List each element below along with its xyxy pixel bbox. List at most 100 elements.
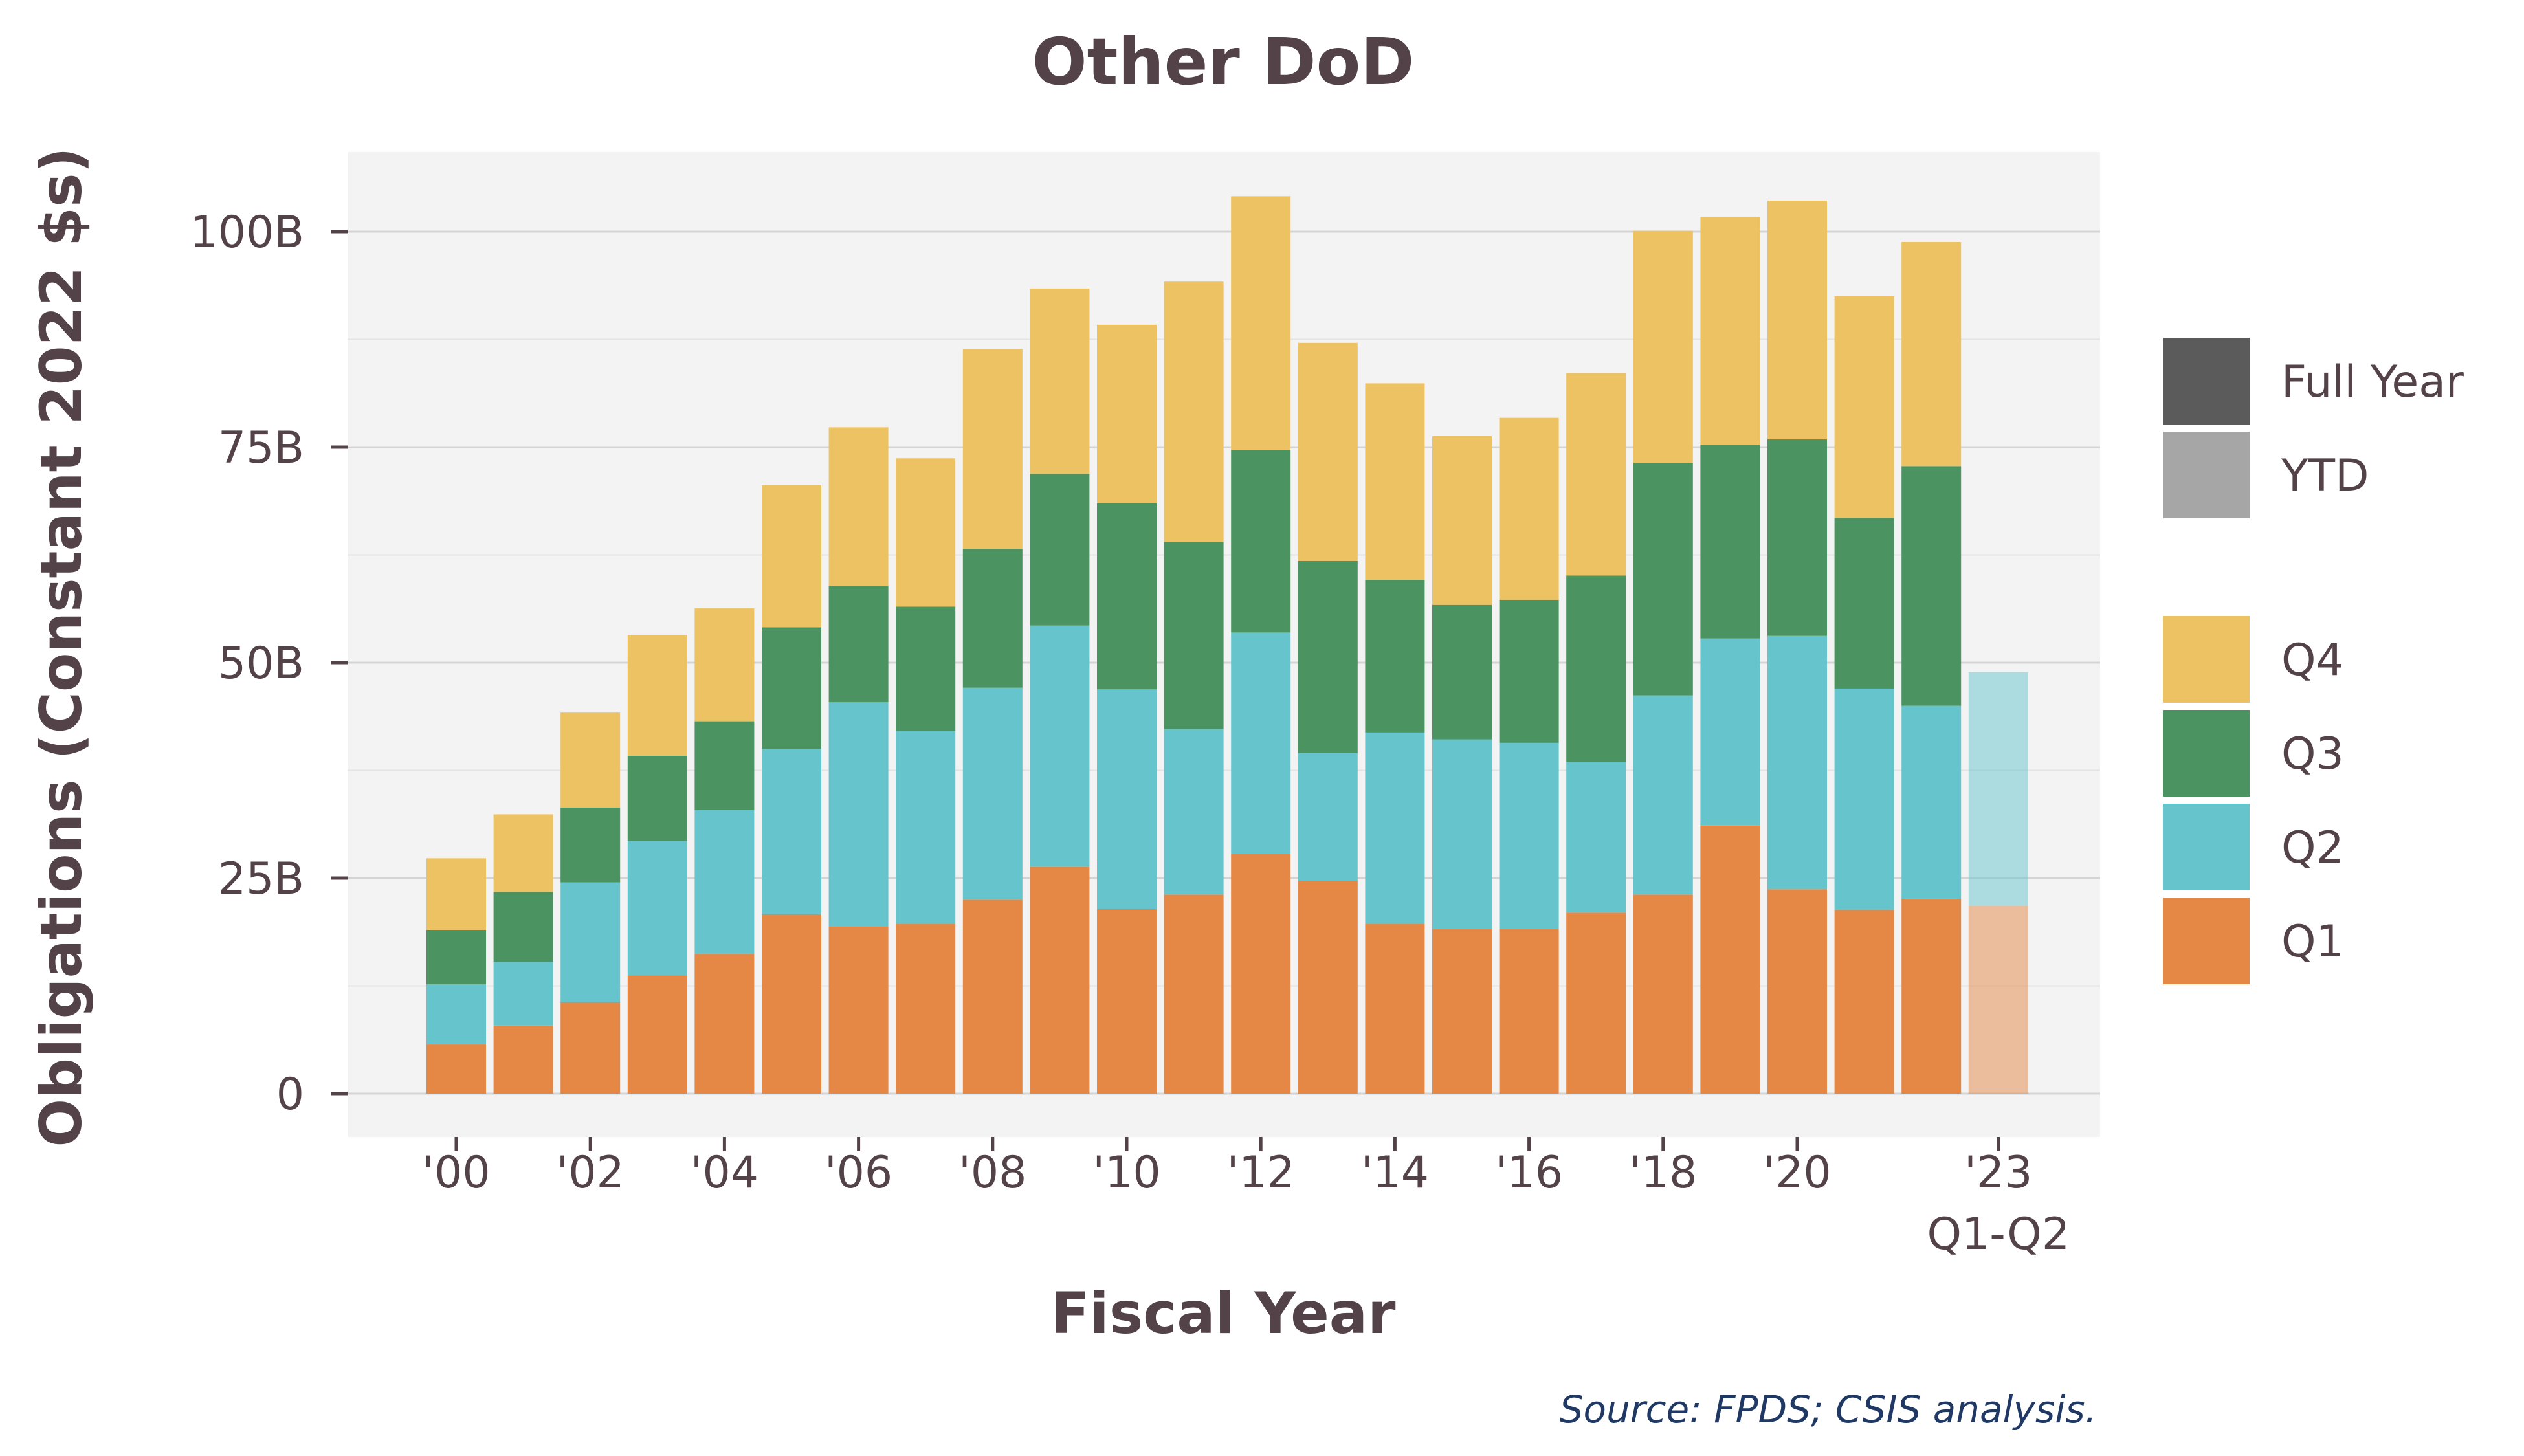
bar-q4-2014 xyxy=(1365,383,1425,580)
bars xyxy=(426,196,2028,1094)
x-tick-label: '00 xyxy=(422,1147,490,1198)
bar-q4-2022 xyxy=(1901,241,1962,467)
bar-q2-2002 xyxy=(560,882,621,1002)
y-tick-label: 0 xyxy=(276,1069,304,1120)
bar-q1-2004 xyxy=(694,954,755,1094)
y-axis-title: Obligations (Constant 2022 $s) xyxy=(28,147,94,1147)
bar-q1-2022 xyxy=(1901,898,1962,1094)
bar-q1-2012 xyxy=(1231,854,1291,1094)
bar-q1-2002 xyxy=(560,1002,621,1094)
bar-q3-2002 xyxy=(560,807,621,883)
bar-q3-2022 xyxy=(1901,466,1962,706)
bar-q2-2017 xyxy=(1566,762,1626,913)
bar-q3-2007 xyxy=(896,606,956,731)
bar-q1-2021 xyxy=(1834,910,1894,1094)
y-axis: 0 25B 50B 75B 100B xyxy=(190,207,348,1120)
bar-q2-2007 xyxy=(896,731,956,924)
bar-q2-2006 xyxy=(828,702,889,927)
bar-q1-2001 xyxy=(493,1025,553,1094)
y-tick-label: 75B xyxy=(218,423,304,474)
source-note: Source: FPDS; CSIS analysis. xyxy=(1560,1387,2097,1431)
x-tick-label: '10 xyxy=(1092,1147,1160,1198)
bar-q3-2009 xyxy=(1030,474,1090,626)
x-tick-label: '23 xyxy=(1964,1147,2032,1198)
x-tick-label: '16 xyxy=(1495,1147,1563,1198)
bar-q3-2020 xyxy=(1767,439,1827,636)
bar-q4-2021 xyxy=(1834,296,1894,518)
legend-label-q4: Q4 xyxy=(2281,635,2344,686)
bar-q4-2007 xyxy=(896,458,956,607)
bar-q4-2000 xyxy=(426,858,486,930)
legend-label-ytd: YTD xyxy=(2281,450,2369,502)
bar-q1-2011 xyxy=(1164,894,1224,1094)
chart-title: Other DoD xyxy=(1032,24,1415,100)
bar-q2-2012 xyxy=(1231,632,1291,854)
bar-q1-2009 xyxy=(1030,866,1090,1094)
bar-q3-2011 xyxy=(1164,542,1224,729)
x-tick-label: '04 xyxy=(691,1147,758,1198)
bar-q2-2016 xyxy=(1499,742,1559,929)
bar-q4-2006 xyxy=(828,427,889,586)
bar-q4-2011 xyxy=(1164,281,1224,542)
bar-q3-2006 xyxy=(828,586,889,703)
bar-q1-2010 xyxy=(1097,909,1157,1094)
bar-q3-2003 xyxy=(627,755,687,841)
bar-q2-2014 xyxy=(1365,732,1425,924)
bar-q4-2019 xyxy=(1700,217,1760,445)
x-tick-label: '14 xyxy=(1361,1147,1429,1198)
bar-q2-2021 xyxy=(1834,688,1894,910)
bar-q1-2019 xyxy=(1700,825,1760,1094)
bar-q4-2003 xyxy=(627,635,687,756)
bar-q3-2017 xyxy=(1566,575,1626,762)
bar-q3-2014 xyxy=(1365,580,1425,733)
bar-q2-2020 xyxy=(1767,635,1827,890)
bar-q2-2013 xyxy=(1298,753,1358,881)
x-axis: '00 '02 '04 '06 '08 '10 '12 '14 '16 '18 '20 '23 Q1-Q… xyxy=(422,1137,2070,1260)
bar-q1-2023 xyxy=(1968,905,2028,1094)
bar-q4-2004 xyxy=(694,608,755,722)
x-tick-sublabel: Q1-Q2 xyxy=(1927,1209,2070,1260)
legend-key-q3 xyxy=(2160,707,2252,799)
bar-q2-2011 xyxy=(1164,729,1224,895)
bar-q3-2004 xyxy=(694,721,755,810)
bar-q3-2000 xyxy=(426,929,486,984)
legend: Full Year YTD Q4 Q3 Q2 Q1 xyxy=(2160,335,2464,987)
x-tick-label: '08 xyxy=(958,1147,1026,1198)
bar-q1-2008 xyxy=(962,899,1023,1094)
bar-q3-2021 xyxy=(1834,518,1894,689)
y-tick-label: 100B xyxy=(190,207,304,258)
legend-key-q4 xyxy=(2160,613,2252,705)
bar-q2-2000 xyxy=(426,984,486,1045)
bar-q2-2015 xyxy=(1432,739,1492,929)
bar-q3-2013 xyxy=(1298,560,1358,753)
bar-q3-2018 xyxy=(1633,462,1693,696)
x-tick-label: '18 xyxy=(1629,1147,1697,1198)
bar-q3-2012 xyxy=(1231,449,1291,633)
legend-key-full-year xyxy=(2160,335,2252,427)
x-tick-label: '06 xyxy=(825,1147,892,1198)
legend-label-full-year: Full Year xyxy=(2281,357,2464,408)
bar-q1-2000 xyxy=(426,1044,486,1094)
bar-q3-2008 xyxy=(962,549,1023,688)
bar-q4-2013 xyxy=(1298,342,1358,561)
bar-q4-2018 xyxy=(1633,230,1693,463)
bar-q2-2023 xyxy=(1968,672,2028,906)
bar-q3-2015 xyxy=(1432,604,1492,740)
legend-key-q1 xyxy=(2160,895,2252,987)
legend-label-q1: Q1 xyxy=(2281,916,2344,967)
bar-q2-2022 xyxy=(1901,705,1962,899)
legend-label-q2: Q2 xyxy=(2281,822,2344,874)
bar-q2-2018 xyxy=(1633,695,1693,895)
bar-q2-2004 xyxy=(694,810,755,954)
bar-q1-2016 xyxy=(1499,929,1559,1094)
bar-q2-2009 xyxy=(1030,625,1090,867)
y-tick-label: 25B xyxy=(218,854,304,905)
bar-q4-2005 xyxy=(762,485,821,628)
bar-q2-2001 xyxy=(493,962,553,1026)
bar-q4-2009 xyxy=(1030,288,1090,474)
bar-q3-2019 xyxy=(1700,445,1760,639)
bar-q1-2017 xyxy=(1566,912,1626,1094)
bar-q4-2010 xyxy=(1097,324,1157,503)
bar-q1-2014 xyxy=(1365,923,1425,1094)
